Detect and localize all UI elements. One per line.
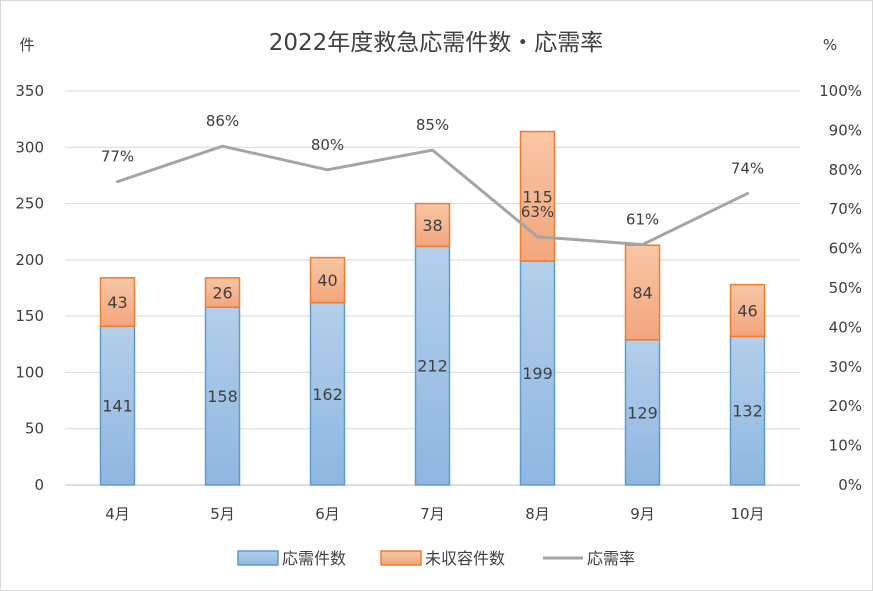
bar-unaccepted (624, 244, 661, 341)
left-axis-tick-label: 200 (15, 251, 44, 269)
legend-label-handled: 応需件数 (282, 549, 346, 568)
bar-handled (99, 325, 136, 486)
bar-unaccepted-label: 115 (522, 187, 553, 206)
rate-label: 63% (521, 203, 554, 221)
bar-unaccepted (309, 256, 346, 304)
right-axis-tick-label: 20% (829, 397, 862, 415)
bar-handled (729, 335, 766, 486)
rate-label: 86% (206, 112, 239, 130)
x-axis-tick-label: 6月 (315, 505, 340, 523)
axis-ticks: 0 50 100 150 200 250 300 350 0% 10% 20% 30% 40% 50% 60… (15, 82, 862, 523)
left-axis-tick-label: 250 (15, 195, 44, 213)
right-axis-tick-label: 30% (829, 358, 862, 376)
x-axis-tick-label: 8月 (525, 505, 550, 523)
bar-unaccepted-label: 38 (422, 216, 442, 235)
legend-swatch-handled (237, 550, 279, 566)
bar-handled (309, 301, 346, 486)
bar-handled-label: 212 (417, 357, 448, 376)
left-axis-tick-label: 150 (15, 307, 44, 325)
legend-label-unaccepted: 未収容件数 (425, 549, 505, 568)
right-axis-tick-label: 50% (829, 279, 862, 297)
right-axis-tick-label: 90% (829, 121, 862, 139)
right-axis-tick-label: 70% (829, 200, 862, 218)
bar-unaccepted (729, 283, 766, 338)
right-axis-tick-label: 40% (829, 318, 862, 336)
bar-unaccepted-label: 40 (317, 271, 337, 290)
right-axis-tick-label: 60% (829, 240, 862, 258)
bar-handled-label: 158 (207, 387, 238, 406)
x-axis-tick-label: 4月 (105, 505, 130, 523)
x-axis-tick-label: 10月 (730, 505, 764, 523)
bar-handled (204, 306, 241, 486)
x-axis-tick-label: 5月 (210, 505, 235, 523)
rate-label: 61% (626, 211, 659, 229)
right-axis-tick-label: 0% (838, 476, 862, 494)
bar-unaccepted (414, 202, 451, 248)
bar-handled-label: 129 (627, 403, 658, 422)
legend-label-rate: 応需率 (587, 549, 635, 568)
bar-unaccepted-label: 46 (737, 302, 757, 321)
bar-unaccepted (519, 130, 556, 262)
x-axis-tick-label: 9月 (630, 505, 655, 523)
rate-label: 80% (311, 136, 344, 154)
right-axis-tick-label: 10% (829, 437, 862, 455)
bar-handled-label: 132 (732, 402, 763, 421)
left-axis-tick-label: 100 (15, 363, 44, 381)
bar-unaccepted (99, 277, 136, 328)
left-axis-tick-label: 0 (34, 476, 44, 494)
data-labels: 141 43 158 26 162 40 212 38 199 115 129 84 132 46 77% 8… (101, 112, 764, 422)
right-axis-tick-label: 100% (819, 82, 862, 100)
rate-label: 74% (731, 159, 764, 177)
right-axis-unit: % (823, 36, 837, 54)
left-axis-unit: 件 (19, 36, 34, 54)
x-axis-tick-label: 7月 (420, 505, 445, 523)
rate-label: 77% (101, 148, 134, 166)
legend-swatch-unaccepted (380, 550, 422, 566)
rate-label: 85% (416, 116, 449, 134)
bar-unaccepted-label: 43 (107, 293, 127, 312)
rate-line (116, 144, 749, 247)
legend: 応需件数 未収容件数 応需率 (237, 549, 635, 568)
left-axis-tick-label: 300 (15, 138, 44, 156)
bars (99, 130, 766, 486)
bar-handled-label: 141 (102, 397, 133, 416)
bar-unaccepted-label: 26 (212, 284, 232, 303)
bar-handled (519, 260, 556, 486)
chart-title: 2022年度救急応需件数・応需率 (269, 30, 604, 56)
bar-handled-label: 199 (522, 364, 553, 383)
rate-line-path (116, 144, 749, 247)
left-axis-tick-label: 350 (15, 82, 44, 100)
right-axis-tick-label: 80% (829, 161, 862, 179)
bar-handled-label: 162 (312, 385, 343, 404)
left-axis-tick-label: 50 (25, 420, 44, 438)
bar-unaccepted-label: 84 (632, 284, 652, 303)
bar-unaccepted (204, 277, 241, 308)
